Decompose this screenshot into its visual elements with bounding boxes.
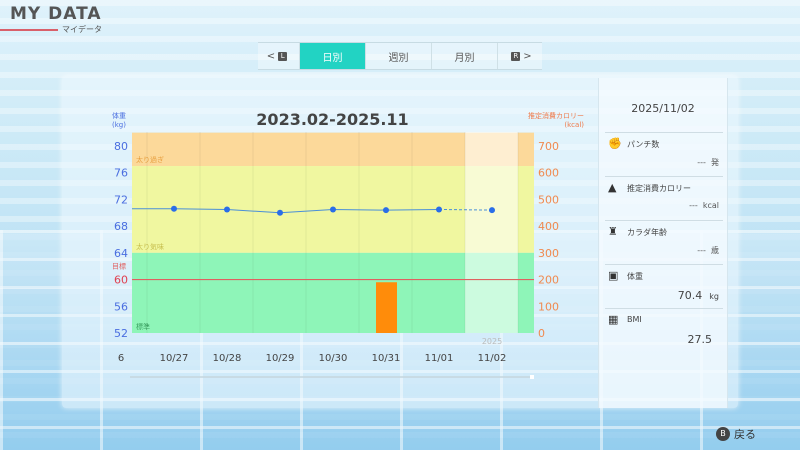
tab-daily[interactable]: 日別 (300, 43, 366, 69)
value-text: --- (697, 246, 706, 255)
left-tick-label: 64 (114, 247, 128, 260)
detail-item: ▲ 推定消費カロリー --- kcal (605, 176, 723, 216)
back-button[interactable]: B 戻る (716, 426, 756, 442)
detail-value: 70.4 kg (678, 289, 719, 302)
weight-point (171, 205, 177, 212)
period-tabs: < L 日別 週別 月別 R > (258, 42, 542, 70)
r-button-icon: R (511, 51, 521, 61)
detail-label: 推定消費カロリー (627, 184, 691, 193)
detail-item: ▦ BMI 27.5 (605, 308, 723, 348)
back-label: 戻る (734, 428, 756, 441)
value-text: --- (689, 201, 698, 210)
punch-icon: ✊ (608, 137, 622, 150)
x-tick-label: 10/29 (266, 353, 295, 364)
x-tick-label: 10/31 (372, 353, 401, 364)
detail-label: パンチ数 (627, 140, 660, 149)
x-tick-label: 11/02 (478, 353, 507, 364)
next-tab-button[interactable]: R > (498, 43, 542, 69)
weight-point (489, 207, 495, 214)
title-underline (0, 29, 58, 31)
weight-point (436, 206, 442, 213)
band-label: 太り気味 (136, 242, 164, 251)
weight-point (383, 207, 389, 214)
detail-label: BMI (627, 315, 642, 324)
right-tick-label: 200 (538, 274, 559, 287)
weight-point (277, 209, 283, 216)
detail-label: 体重 (627, 272, 643, 281)
weight-point (224, 206, 230, 213)
unit-text: 歳 (711, 246, 719, 255)
detail-item: ♜ カラダ年齢 --- 歳 (605, 220, 723, 260)
chevron-left-icon: < (266, 50, 276, 62)
detail-item: ▣ 体重 70.4 kg (605, 264, 723, 304)
body-icon: ♜ (608, 225, 618, 238)
x-tick-label: 6 (118, 353, 124, 364)
detail-date: 2025/11/02 (631, 102, 695, 115)
calculator-icon: ▦ (608, 313, 619, 326)
right-tick-label: 400 (538, 220, 559, 233)
tab-weekly[interactable]: 週別 (366, 43, 432, 69)
right-axis-label: 推定消費カロリー (kcal) (500, 112, 584, 130)
chart-title: 2023.02-2025.11 (256, 110, 409, 129)
year-label: 2025 (482, 337, 502, 346)
page-subtitle: マイデータ (62, 25, 102, 34)
right-tick-label: 700 (538, 140, 559, 153)
left-tick-label: 60 (114, 274, 128, 287)
target-label: 目標 (112, 262, 126, 271)
left-axis-label: 体重 (kg) (112, 112, 126, 130)
chevron-right-icon: > (523, 50, 532, 62)
right-axis-label-line1: 推定消費カロリー (528, 112, 584, 120)
value-text: 70.4 (677, 289, 703, 302)
band-label: 太り過ぎ (136, 155, 164, 164)
right-tick-label: 0 (538, 327, 545, 340)
weight-line-projection (438, 208, 493, 211)
prev-tab-button[interactable]: < L (258, 43, 300, 69)
detail-label: カラダ年齢 (627, 228, 667, 237)
left-tick-label: 52 (114, 327, 128, 340)
unit-text: kcal (702, 201, 719, 210)
scale-icon: ▣ (608, 269, 619, 282)
tab-monthly[interactable]: 月別 (432, 43, 498, 69)
flame-icon: ▲ (608, 181, 617, 194)
right-tick-label: 300 (538, 247, 559, 260)
left-tick-label: 76 (114, 167, 128, 180)
band-label: 標準 (136, 322, 150, 331)
right-axis-label-line2: (kcal) (564, 121, 584, 129)
left-axis-label-line1: 体重 (112, 112, 126, 120)
x-tick-label: 10/27 (160, 353, 189, 364)
detail-panel: 2025/11/02 ✊ パンチ数 --- 発 ▲ 推定消費カロリー --- kc… (598, 78, 728, 408)
left-tick-label: 68 (114, 220, 128, 233)
detail-value: --- 歳 (697, 245, 719, 256)
right-tick-label: 600 (538, 167, 559, 180)
left-tick-label: 56 (114, 300, 128, 313)
left-tick-label: 72 (114, 193, 128, 206)
x-tick-label: 10/28 (213, 353, 242, 364)
unit-text: kg (709, 292, 719, 301)
x-tick-label: 10/30 (319, 353, 348, 364)
value-text: 27.5 (687, 333, 713, 346)
calorie-bar (376, 282, 397, 333)
x-tick-label: 11/01 (425, 353, 454, 364)
detail-value: 27.5 (688, 333, 720, 346)
detail-value: --- kcal (689, 201, 719, 210)
b-button-icon: B (716, 427, 730, 441)
detail-value: --- 発 (697, 157, 719, 168)
selected-day-highlight (465, 132, 518, 333)
unit-text: 発 (711, 158, 719, 167)
value-text: --- (697, 158, 706, 167)
scrollbar-thumb[interactable] (530, 375, 534, 379)
right-tick-label: 100 (538, 300, 559, 313)
left-tick-label: 80 (114, 140, 128, 153)
l-button-icon: L (278, 51, 288, 61)
right-tick-label: 500 (538, 193, 559, 206)
weight-point (330, 206, 336, 213)
left-axis-label-line2: (kg) (112, 121, 126, 129)
detail-item: ✊ パンチ数 --- 発 (605, 132, 723, 172)
page-title: MY DATA (10, 4, 102, 24)
